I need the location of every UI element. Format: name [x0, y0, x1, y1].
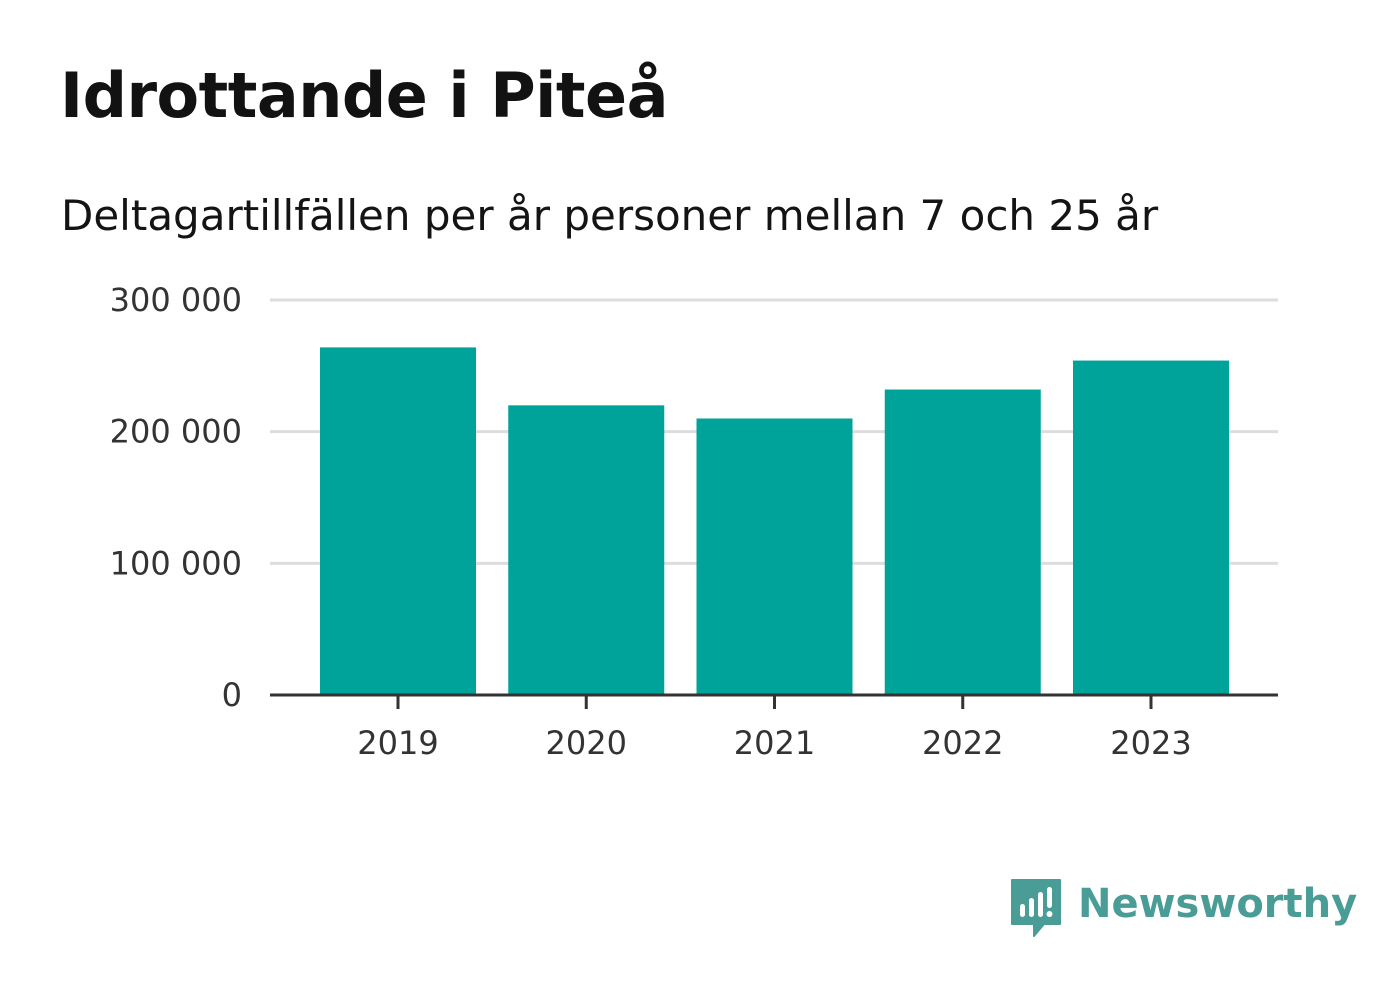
- bar-2022: [884, 389, 1041, 695]
- y-tick-label: 100 000: [110, 544, 242, 582]
- x-tick-label: 2023: [1110, 724, 1191, 762]
- bar-2021: [696, 418, 853, 695]
- bar-2023: [1073, 360, 1229, 695]
- x-tick-label: 2022: [922, 724, 1003, 762]
- newsworthy-logo-icon: [1011, 879, 1061, 937]
- y-tick-label: 200 000: [110, 413, 242, 451]
- x-tick-label: 2021: [734, 724, 815, 762]
- bar-2019: [320, 347, 476, 695]
- bars: [320, 347, 1229, 695]
- chart-subtitle: Deltagartillfällen per år personer mella…: [61, 191, 1159, 240]
- bar-2020: [508, 405, 665, 695]
- tick-labels: 0 100 000 200 000 300 000 2019 2020 2021 2022 20…: [110, 281, 1192, 762]
- y-tick-label: 300 000: [110, 281, 242, 319]
- x-tick-label: 2020: [546, 724, 627, 762]
- brand-logo: Newsworthy: [1010, 878, 1357, 942]
- y-tick-label: 0: [222, 676, 242, 714]
- chart-title: Idrottande i Piteå: [60, 59, 668, 132]
- axes: [270, 693, 1278, 709]
- brand-name: Newsworthy: [1078, 881, 1358, 927]
- x-tick-label: 2019: [357, 724, 438, 762]
